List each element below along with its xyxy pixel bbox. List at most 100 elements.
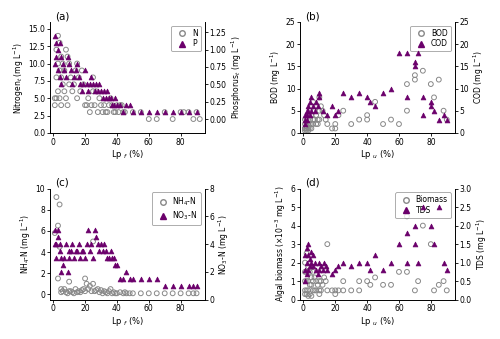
Point <box>363 95 371 100</box>
Point <box>301 292 309 297</box>
Point <box>113 291 121 296</box>
Point <box>145 116 153 122</box>
Point <box>73 61 81 66</box>
Point <box>112 109 120 115</box>
Point <box>52 96 60 101</box>
Point <box>54 68 62 73</box>
Y-axis label: Phosphorus$_{t}$ (mg L$^{-1}$): Phosphorus$_{t}$ (mg L$^{-1}$) <box>229 36 244 119</box>
Point <box>309 269 317 275</box>
Point <box>120 291 128 296</box>
Point <box>88 288 96 294</box>
Point <box>160 291 168 296</box>
Y-axis label: NO$_{3}$-N (mg L$^{-1}$): NO$_{3}$-N (mg L$^{-1}$) <box>217 214 232 275</box>
Point <box>302 121 310 127</box>
Point <box>102 248 110 254</box>
Point <box>414 260 422 265</box>
Point <box>312 121 320 127</box>
Point <box>192 109 200 115</box>
Point <box>74 241 82 247</box>
Point <box>78 248 86 254</box>
Point <box>411 288 419 293</box>
Point <box>168 291 176 296</box>
Point <box>419 95 427 100</box>
Point <box>62 47 70 52</box>
Point <box>56 241 64 247</box>
Point <box>100 241 108 247</box>
Point <box>184 109 192 115</box>
Point <box>316 95 324 100</box>
Point <box>94 88 102 94</box>
Point <box>308 126 316 131</box>
Point <box>363 113 371 118</box>
Point <box>54 88 62 94</box>
Point <box>76 82 84 87</box>
Point <box>102 96 110 101</box>
Point <box>160 109 168 115</box>
Point <box>176 291 184 296</box>
Point <box>68 88 76 94</box>
Point <box>301 269 309 275</box>
Point <box>86 248 94 254</box>
Point <box>304 267 312 273</box>
Legend: BOD, COD: BOD, COD <box>410 26 451 51</box>
Point <box>66 75 74 80</box>
Point <box>309 264 317 269</box>
Point <box>310 117 318 122</box>
Point <box>92 235 100 240</box>
Point <box>366 99 374 104</box>
Point <box>60 68 68 73</box>
Point <box>62 75 70 80</box>
Point <box>310 288 318 293</box>
Point <box>363 117 371 122</box>
Point <box>145 276 153 281</box>
Point <box>306 256 314 262</box>
Point <box>395 269 403 275</box>
Point <box>304 128 312 134</box>
Point <box>427 81 435 87</box>
Point <box>308 108 316 114</box>
Point <box>411 241 419 247</box>
Point <box>104 88 112 94</box>
Point <box>302 278 310 284</box>
Point <box>324 241 332 247</box>
Point <box>371 275 379 280</box>
Point <box>57 54 65 59</box>
Point <box>332 292 340 297</box>
Point <box>65 248 73 254</box>
Point <box>54 61 62 66</box>
Point <box>62 96 70 101</box>
Point <box>304 253 312 258</box>
Point <box>81 68 89 73</box>
Point <box>302 271 310 276</box>
Point <box>56 75 64 80</box>
Point <box>306 117 314 122</box>
Point <box>301 260 309 265</box>
Point <box>395 121 403 127</box>
Point <box>430 288 438 293</box>
Point <box>137 109 145 115</box>
Point <box>92 82 100 87</box>
Point <box>308 95 316 100</box>
Point <box>317 264 325 269</box>
Point <box>334 113 342 118</box>
Point <box>68 241 76 247</box>
Point <box>339 288 347 293</box>
Point <box>308 275 316 280</box>
Point <box>116 102 124 108</box>
Point <box>427 99 435 104</box>
Point <box>312 288 320 293</box>
Point <box>309 278 317 284</box>
Point <box>105 288 113 294</box>
Point <box>108 291 116 296</box>
Point <box>168 109 176 115</box>
Point <box>112 262 120 268</box>
Point <box>116 290 124 295</box>
Point <box>301 121 309 127</box>
Point <box>89 82 97 87</box>
Point <box>56 244 64 250</box>
Point <box>89 75 97 80</box>
Point <box>304 113 312 118</box>
Y-axis label: NH$_{4}$-N (mg L$^{-1}$): NH$_{4}$-N (mg L$^{-1}$) <box>18 214 33 274</box>
Point <box>403 108 411 114</box>
Point <box>104 291 112 296</box>
